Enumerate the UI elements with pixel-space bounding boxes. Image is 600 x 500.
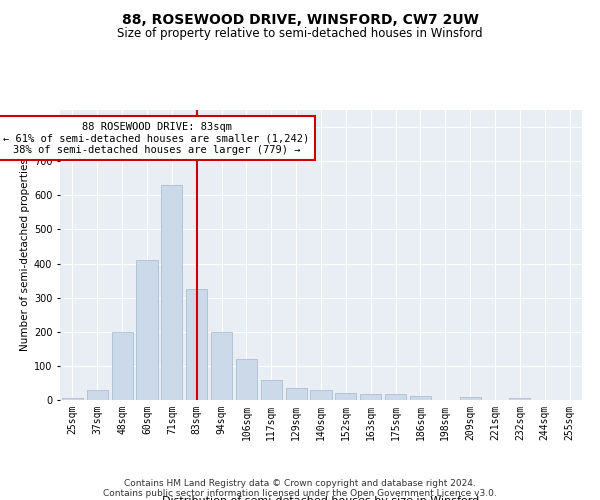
Bar	[87, 390, 108, 400]
Text: Size of property relative to semi-detached houses in Winsford: Size of property relative to semi-detach…	[117, 28, 483, 40]
Bar	[62, 398, 83, 400]
Text: Contains HM Land Registry data © Crown copyright and database right 2024.: Contains HM Land Registry data © Crown c…	[124, 478, 476, 488]
Bar	[310, 390, 332, 400]
Bar	[286, 388, 307, 400]
Bar	[460, 398, 481, 400]
Bar	[410, 396, 431, 400]
Bar	[211, 332, 232, 400]
Bar	[385, 394, 406, 400]
Text: Contains public sector information licensed under the Open Government Licence v3: Contains public sector information licen…	[103, 489, 497, 498]
Y-axis label: Number of semi-detached properties: Number of semi-detached properties	[20, 158, 29, 352]
Bar	[161, 185, 182, 400]
Bar	[136, 260, 158, 400]
Bar	[236, 359, 257, 400]
Bar	[509, 398, 530, 400]
Bar	[335, 393, 356, 400]
Bar	[112, 332, 133, 400]
Text: 88, ROSEWOOD DRIVE, WINSFORD, CW7 2UW: 88, ROSEWOOD DRIVE, WINSFORD, CW7 2UW	[122, 12, 478, 26]
Bar	[186, 289, 207, 400]
X-axis label: Distribution of semi-detached houses by size in Winsford: Distribution of semi-detached houses by …	[163, 496, 479, 500]
Bar	[261, 380, 282, 400]
Bar	[360, 394, 381, 400]
Text: 88 ROSEWOOD DRIVE: 83sqm
← 61% of semi-detached houses are smaller (1,242)
38% o: 88 ROSEWOOD DRIVE: 83sqm ← 61% of semi-d…	[4, 122, 310, 155]
